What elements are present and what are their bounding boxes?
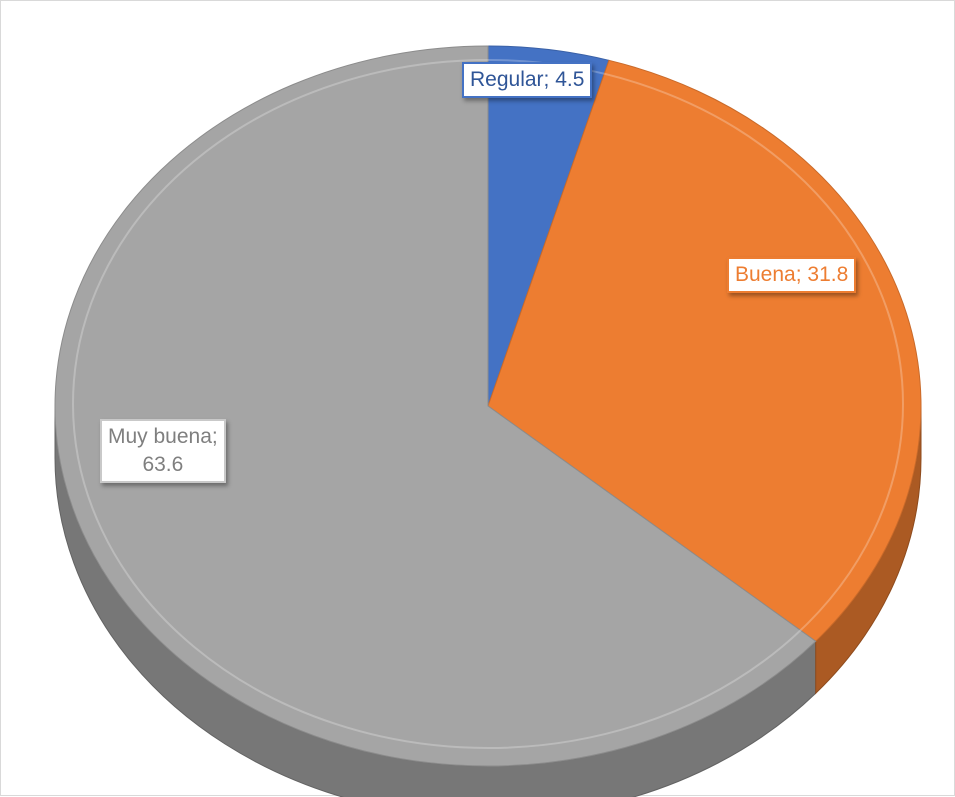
pie-bevel [72,59,904,749]
slice-buena [487,59,922,642]
data-label-regular: Regular; 4.5 [462,62,593,98]
data-label-muy-buena: Muy buena; 63.6 [100,419,226,483]
slice-muy-buena [54,45,817,767]
data-label-buena: Buena; 31.8 [727,257,857,293]
